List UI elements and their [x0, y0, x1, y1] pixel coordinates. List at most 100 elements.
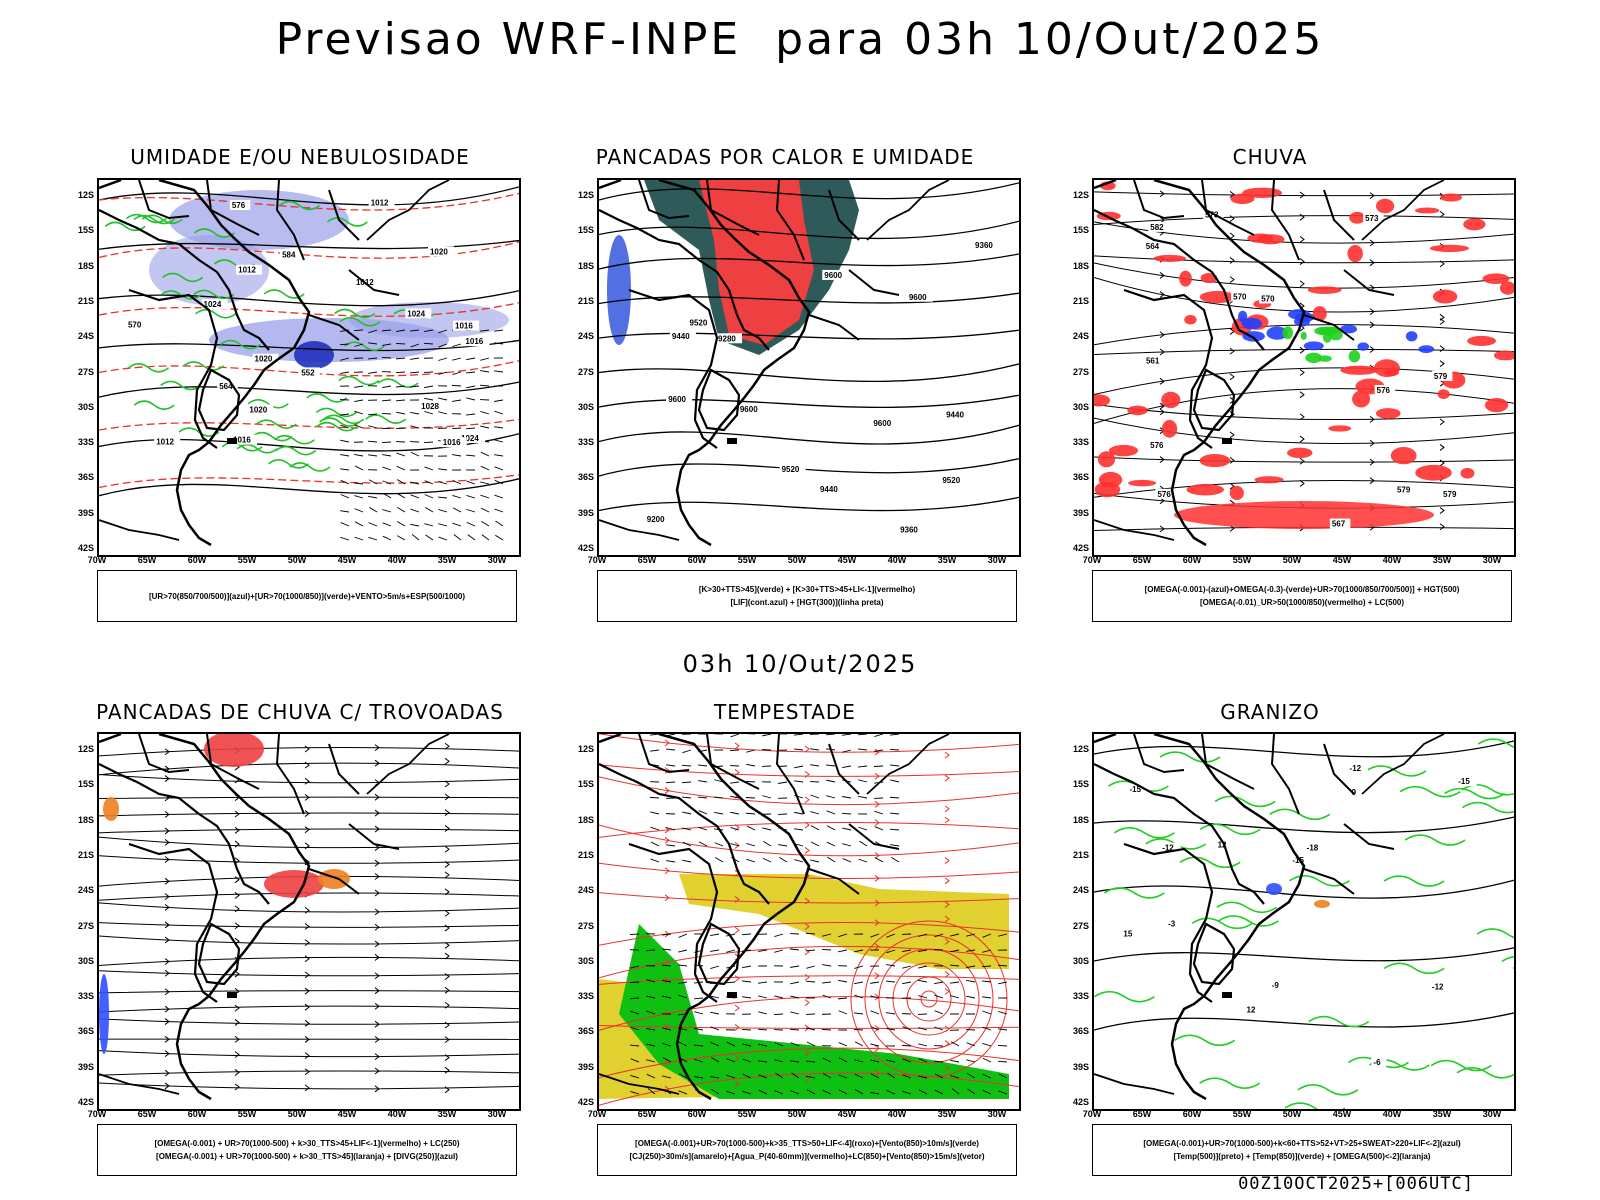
wind-vector [367, 357, 378, 360]
isobar [99, 186, 519, 206]
wind-vector [730, 843, 740, 847]
wind-vector [854, 965, 864, 969]
humidity-green-contour [323, 414, 365, 425]
wind-vector [790, 965, 800, 968]
rain-red-cell [1375, 408, 1401, 419]
wind-vector [902, 965, 912, 969]
wind-vector [630, 1044, 640, 1047]
streamline-arrow [1439, 523, 1445, 531]
wind-vector [886, 949, 896, 954]
wind-vector [424, 480, 434, 485]
wind-vector [730, 781, 740, 784]
wind-vector [424, 494, 434, 499]
wind-vector [354, 343, 364, 347]
wind-vector [950, 1075, 960, 1079]
rain-red-cell [1184, 314, 1197, 325]
rain-red-cell [1460, 467, 1475, 479]
wind-vector [678, 933, 688, 938]
contour-label: 1024 [461, 434, 479, 443]
wind-vector [410, 385, 420, 388]
humidity-green-contour [275, 445, 317, 456]
streamline-arrow [1229, 373, 1235, 381]
streamline [99, 828, 519, 834]
wind-vector [682, 827, 692, 831]
wind-vector [354, 508, 364, 513]
wind-vector [762, 734, 772, 737]
longitude-label: 60W [687, 1109, 707, 1119]
latitude-label: 36S [1072, 472, 1089, 483]
humidity-green-contour [377, 378, 419, 388]
contour-label: 1020 [255, 355, 273, 364]
wind-vector [842, 734, 852, 736]
wind-vector [725, 981, 736, 984]
contour-label-bg [906, 291, 933, 302]
wind-vector [806, 1075, 816, 1079]
rain-red-cell [1340, 365, 1378, 375]
streamline-arrow [664, 976, 670, 984]
contour-label-bg [1363, 212, 1384, 223]
streamline-arrow [164, 811, 170, 818]
map-canvas: 9600960096009600952095209600952094409440… [599, 180, 1019, 547]
wind-vector [368, 425, 378, 429]
latitude-label: 21S [577, 295, 594, 306]
longitude-label: 30W [487, 1109, 507, 1119]
streamline-arrow [944, 970, 950, 978]
rain-red-cell [1179, 270, 1192, 287]
streamline-arrow [374, 954, 380, 961]
latitude-label: 39S [77, 1061, 94, 1072]
streamline-arrow [444, 973, 450, 980]
contour-label: 15 [1123, 929, 1132, 938]
rain-red-cell [1482, 273, 1510, 285]
humidity-green-contour [339, 316, 381, 327]
rain-red-cell [1484, 397, 1509, 413]
streamline-arrow [1439, 459, 1445, 467]
wind-vector [424, 385, 434, 389]
wind-vector [494, 466, 504, 471]
wind-vector [480, 411, 490, 415]
streamline-arrow [304, 1019, 310, 1027]
contour-label: 9600 [740, 405, 758, 414]
wind-vector [650, 841, 660, 847]
wind-vector [381, 441, 392, 444]
streamline-arrow [164, 958, 170, 965]
contour-label: 579 [1397, 486, 1411, 495]
humidity-dark-core [294, 341, 334, 369]
streamline-arrow [1299, 435, 1305, 443]
wind-vector [742, 1058, 752, 1063]
wind-vector [711, 1088, 720, 1095]
streamline-arrow [1159, 456, 1165, 463]
streamline-arrow [1299, 258, 1305, 265]
contour-label: 1024 [407, 309, 425, 318]
wind-vector [742, 1043, 752, 1047]
wind-vector [854, 1089, 864, 1095]
thickness-line [99, 474, 519, 489]
contour-label-bg [453, 320, 480, 331]
temp850-contour [1365, 765, 1427, 777]
latitude-label: 21S [577, 849, 594, 860]
streamline-arrow [444, 861, 450, 868]
wind-vector [630, 1026, 640, 1031]
wind-vector [662, 1075, 672, 1079]
wind-vector [950, 1059, 960, 1063]
wind-vector [726, 1041, 736, 1047]
wind-vector [918, 949, 928, 952]
wind-vector [726, 1058, 736, 1063]
wind-vector [997, 1060, 1008, 1063]
coastline-borders [1094, 734, 1446, 1101]
forecast-map: 1012 1016 1012 1016 1020 1024 1020 1012 1016 1020… [97, 178, 521, 557]
longitude-label: 30W [987, 1109, 1007, 1119]
contour-label: -15 [1458, 777, 1470, 786]
streamline-arrow [664, 826, 670, 834]
streamline-arrow [1229, 347, 1235, 355]
streamline-arrow [1299, 280, 1305, 288]
contour-label-bg [1259, 293, 1280, 304]
streamline-arrow [664, 958, 670, 966]
contour-label: 573 [1365, 214, 1379, 223]
wind-vector [354, 385, 364, 388]
streamline-arrow [1229, 457, 1235, 464]
wind-vector [775, 1072, 784, 1079]
wind-vector [494, 479, 504, 485]
thunder-red-cell [204, 734, 264, 767]
wind-vector [662, 995, 672, 999]
wind-vector [410, 343, 420, 348]
